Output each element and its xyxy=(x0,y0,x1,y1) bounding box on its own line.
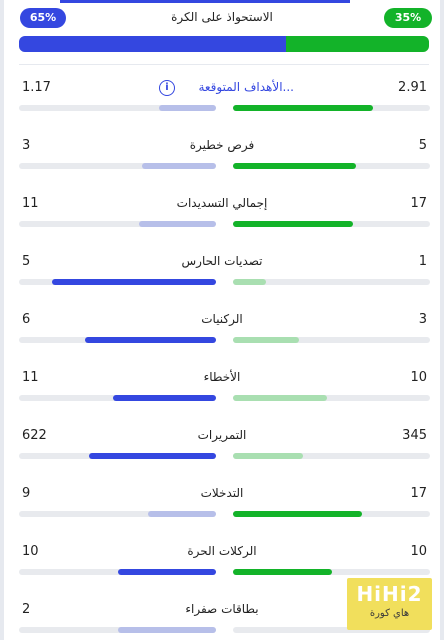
stat-right-track xyxy=(233,395,430,401)
stat-row: 6 الركنيات 3 xyxy=(0,312,444,352)
stat-label: الأخطاء xyxy=(203,370,241,384)
stat-right-track xyxy=(233,105,430,111)
stat-left-track xyxy=(19,221,216,227)
possession-bar xyxy=(19,36,429,52)
stat-right-fill xyxy=(233,395,327,401)
stat-left-track xyxy=(19,627,216,633)
stat-left-value: 622 xyxy=(22,428,47,443)
stat-right-value: 2.91 xyxy=(398,80,427,95)
stat-left-value: 2 xyxy=(22,602,31,617)
stat-row: 10 الركلات الحرة 10 xyxy=(0,544,444,584)
stat-right-value: 1 xyxy=(418,254,427,269)
stat-right-fill xyxy=(233,221,353,227)
stat-right-value: 10 xyxy=(410,370,427,385)
stat-row: 1.17 الأهداف المتوقعة... i 2.91 xyxy=(0,80,444,120)
stat-left-fill xyxy=(89,453,216,459)
stat-left-fill xyxy=(51,279,216,285)
stat-right-value: 17 xyxy=(410,196,427,211)
stat-left-value: 6 xyxy=(22,312,31,327)
stat-right-fill xyxy=(233,105,374,111)
stat-right-track xyxy=(233,453,430,459)
logo-subtext: هاي كورة xyxy=(369,608,410,619)
stat-label: تصديات الحارس xyxy=(181,254,263,268)
stat-right-fill xyxy=(233,453,304,459)
possession-bar-right xyxy=(285,36,429,52)
stat-left-value: 11 xyxy=(22,196,39,211)
possession-bar-left xyxy=(19,36,286,52)
stat-right-fill xyxy=(233,279,266,285)
stat-right-value: 3 xyxy=(418,312,427,327)
stat-label: إجمالي التسديدات xyxy=(176,196,268,210)
stat-right-track xyxy=(233,279,430,285)
stat-left-fill xyxy=(147,511,216,517)
stat-label: بطاقات صفراء xyxy=(185,602,259,616)
stat-left-fill xyxy=(142,163,216,169)
logo-text: HiHi2 xyxy=(356,582,423,606)
stat-row: 2 بطاقات صفراء xyxy=(0,602,444,642)
stat-row: 3 فرص خطيرة 5 xyxy=(0,138,444,178)
stat-right-track xyxy=(233,627,430,633)
stat-left-fill xyxy=(159,105,216,111)
stat-right-fill xyxy=(233,569,332,575)
stat-left-value: 9 xyxy=(22,486,31,501)
stat-right-track xyxy=(233,163,430,169)
possession-header: 65% الاستحواذ على الكرة 35% xyxy=(0,8,444,30)
stat-label: التدخلات xyxy=(200,486,244,500)
stat-left-track xyxy=(19,453,216,459)
stat-row: 9 التدخلات 17 xyxy=(0,486,444,526)
stat-row: 622 التمريرات 345 xyxy=(0,428,444,468)
stat-left-track xyxy=(19,511,216,517)
divider xyxy=(19,64,429,65)
top-accent-line xyxy=(60,0,350,3)
stat-left-track xyxy=(19,337,216,343)
stat-left-track xyxy=(19,163,216,169)
stat-left-track xyxy=(19,279,216,285)
stat-left-value: 1.17 xyxy=(22,80,51,95)
stat-left-fill xyxy=(138,221,216,227)
stat-left-fill xyxy=(84,337,216,343)
stat-right-value: 345 xyxy=(402,428,427,443)
stat-left-fill xyxy=(117,569,216,575)
stat-row: 11 الأخطاء 10 xyxy=(0,370,444,410)
stat-right-fill xyxy=(233,163,357,169)
stat-left-value: 5 xyxy=(22,254,31,269)
possession-label: الاستحواذ على الكرة xyxy=(171,10,273,24)
left-possession-pill: 65% xyxy=(20,8,66,28)
stat-right-value: 5 xyxy=(418,138,427,153)
right-border xyxy=(440,0,444,640)
stat-left-track xyxy=(19,569,216,575)
stat-row: 11 إجمالي التسديدات 17 xyxy=(0,196,444,236)
stat-left-fill xyxy=(117,627,216,633)
stat-left-value: 3 xyxy=(22,138,31,153)
stat-right-track xyxy=(233,511,430,517)
stat-label: الركنيات xyxy=(201,312,243,326)
stat-right-track xyxy=(233,337,430,343)
info-icon[interactable]: i xyxy=(159,80,175,96)
stat-left-track xyxy=(19,105,216,111)
stat-right-track xyxy=(233,569,430,575)
stat-label[interactable]: الأهداف المتوقعة... xyxy=(198,80,294,94)
stat-left-track xyxy=(19,395,216,401)
stat-right-track xyxy=(233,221,430,227)
right-possession-pill: 35% xyxy=(384,8,432,28)
stat-label: التمريرات xyxy=(197,428,247,442)
stat-row: 5 تصديات الحارس 1 xyxy=(0,254,444,294)
left-border xyxy=(0,0,4,640)
hihi2-logo: HiHi2 هاي كورة xyxy=(347,578,432,630)
stat-label: فرص خطيرة xyxy=(189,138,255,152)
stat-right-fill xyxy=(233,337,299,343)
stat-right-value: 10 xyxy=(410,544,427,559)
stat-left-value: 11 xyxy=(22,370,39,385)
stat-label: الركلات الحرة xyxy=(187,544,257,558)
stat-right-fill xyxy=(233,511,362,517)
stat-left-fill xyxy=(112,395,216,401)
stat-right-value: 17 xyxy=(410,486,427,501)
stat-left-value: 10 xyxy=(22,544,39,559)
